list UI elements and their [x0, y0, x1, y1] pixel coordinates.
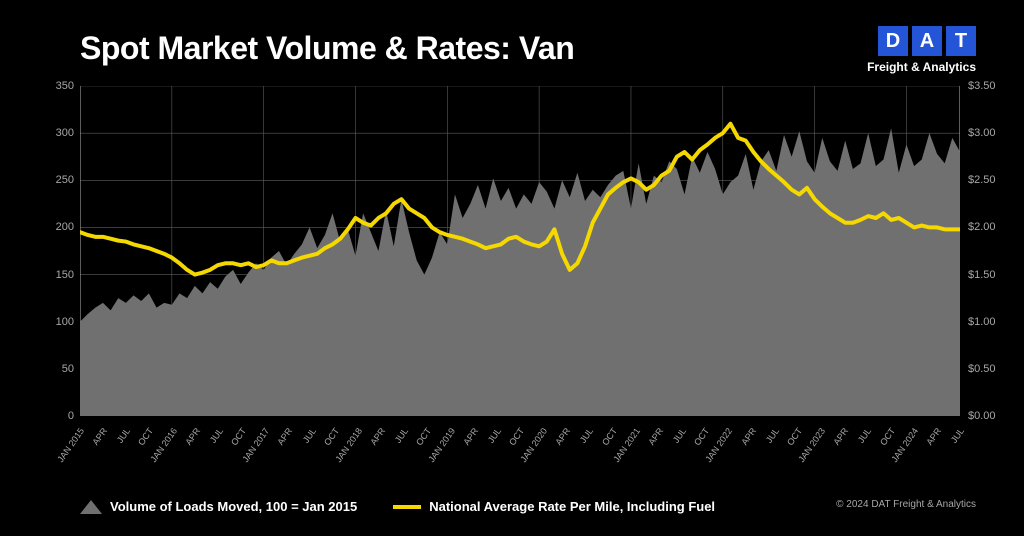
copyright-text: © 2024 DAT Freight & Analytics — [836, 499, 976, 510]
x-tick-label: APR — [183, 426, 202, 447]
x-tick-label: APR — [924, 426, 943, 447]
x-tick-label: APR — [739, 426, 758, 447]
logo-letter-t: T — [946, 26, 976, 56]
x-tick-label: OCT — [322, 426, 341, 447]
y-left-tick-label: 350 — [44, 80, 74, 92]
y-left-tick-label: 100 — [44, 316, 74, 328]
logo-letter-a: A — [912, 26, 942, 56]
x-tick-label: APR — [554, 426, 573, 447]
chart-area — [80, 86, 960, 416]
x-tick-label: OCT — [414, 426, 433, 447]
y-right-tick-label: $1.00 — [968, 316, 1008, 328]
x-tick-label: JUL — [486, 426, 503, 445]
y-right-tick-label: $2.50 — [968, 174, 1008, 186]
y-left-tick-label: 0 — [44, 410, 74, 422]
x-tick-label: APR — [461, 426, 480, 447]
x-tick-label: APR — [276, 426, 295, 447]
x-tick-label: OCT — [692, 426, 711, 447]
y-left-tick-label: 50 — [44, 363, 74, 375]
y-right-tick-label: $0.00 — [968, 410, 1008, 422]
x-tick-label: JUL — [578, 426, 595, 445]
x-tick-label: JUL — [393, 426, 410, 445]
y-left-tick-label: 250 — [44, 174, 74, 186]
logo-letters: D A T — [867, 26, 976, 56]
x-tick-label: OCT — [507, 426, 526, 447]
y-right-tick-label: $1.50 — [968, 269, 1008, 281]
x-tick-label: JUL — [208, 426, 225, 445]
x-tick-label: JUL — [856, 426, 873, 445]
x-tick-label: OCT — [229, 426, 248, 447]
y-left-tick-label: 150 — [44, 269, 74, 281]
y-left-tick-label: 200 — [44, 221, 74, 233]
area-swatch-icon — [80, 500, 102, 514]
x-tick-label: JUL — [949, 426, 966, 445]
x-tick-label: OCT — [137, 426, 156, 447]
x-tick-label: OCT — [878, 426, 897, 447]
y-right-tick-label: $2.00 — [968, 221, 1008, 233]
x-tick-label: OCT — [785, 426, 804, 447]
chart-page: Spot Market Volume & Rates: Van D A T Fr… — [0, 0, 1024, 536]
x-tick-label: OCT — [600, 426, 619, 447]
brand-logo: D A T Freight & Analytics — [867, 26, 976, 74]
y-right-tick-label: $0.50 — [968, 363, 1008, 375]
legend-item-rate: National Average Rate Per Mile, Includin… — [393, 499, 715, 514]
x-tick-label: APR — [368, 426, 387, 447]
x-axis-labels: JAN 2015APRJULOCTJAN 2016APRJULOCTJAN 20… — [80, 418, 960, 468]
logo-subtitle: Freight & Analytics — [867, 60, 976, 74]
x-tick-label: JUL — [300, 426, 317, 445]
line-swatch-icon — [393, 505, 421, 509]
y-right-tick-label: $3.00 — [968, 127, 1008, 139]
x-tick-label: JUL — [115, 426, 132, 445]
logo-letter-d: D — [878, 26, 908, 56]
x-tick-label: APR — [91, 426, 110, 447]
legend-item-volume: Volume of Loads Moved, 100 = Jan 2015 — [80, 499, 357, 514]
legend-label-volume: Volume of Loads Moved, 100 = Jan 2015 — [110, 499, 357, 514]
y-left-tick-label: 300 — [44, 127, 74, 139]
legend: Volume of Loads Moved, 100 = Jan 2015 Na… — [80, 499, 715, 514]
x-tick-label: APR — [646, 426, 665, 447]
x-tick-label: JUL — [671, 426, 688, 445]
page-title: Spot Market Volume & Rates: Van — [80, 30, 574, 67]
y-right-tick-label: $3.50 — [968, 80, 1008, 92]
x-tick-label: APR — [832, 426, 851, 447]
x-tick-label: JUL — [764, 426, 781, 445]
chart-svg — [80, 86, 960, 416]
legend-label-rate: National Average Rate Per Mile, Includin… — [429, 499, 715, 514]
x-tick-label: JAN 2015 — [55, 426, 86, 464]
